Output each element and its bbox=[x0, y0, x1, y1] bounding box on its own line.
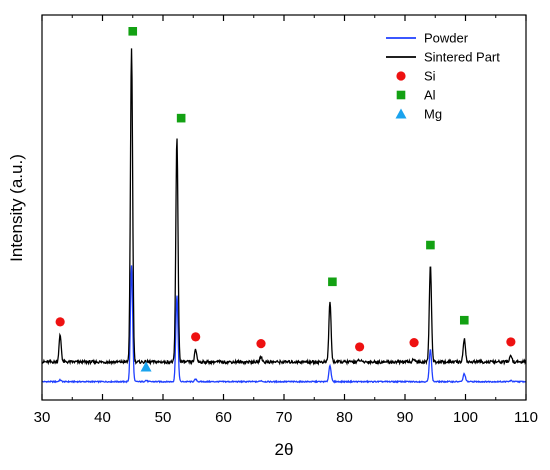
marker-al-3 bbox=[328, 277, 337, 287]
series-line-powder bbox=[42, 265, 526, 384]
y-axis-title: Intensity (a.u.) bbox=[7, 154, 26, 262]
legend-item-mg-swatch bbox=[395, 108, 407, 119]
x-tick-label-60: 60 bbox=[215, 409, 232, 426]
marker-si-5 bbox=[409, 337, 419, 348]
x-tick-label-110: 110 bbox=[514, 409, 538, 426]
x-tick-label-100: 100 bbox=[453, 409, 478, 426]
plot-frame bbox=[41, 14, 527, 401]
legend-item-mg-label: Mg bbox=[424, 107, 442, 122]
marker-al-1 bbox=[128, 27, 138, 36]
marker-si-1 bbox=[55, 317, 65, 327]
x-tick-label-90: 90 bbox=[397, 409, 414, 426]
marker-al-4 bbox=[426, 240, 435, 250]
marker-al-2 bbox=[176, 113, 186, 123]
x-tick-label-50: 50 bbox=[155, 409, 172, 426]
legend-item-al-swatch bbox=[396, 90, 406, 100]
x-tick-label-30: 30 bbox=[34, 409, 51, 426]
legend-item-powder-label: Powder bbox=[424, 31, 469, 46]
x-axis-title: 2θ bbox=[275, 440, 294, 459]
legend-item-sintered-part-label: Sintered Part bbox=[424, 50, 500, 65]
marker-si-3 bbox=[256, 338, 266, 349]
x-tick-label-70: 70 bbox=[276, 409, 293, 426]
marker-mg-1 bbox=[140, 361, 152, 372]
marker-si-6 bbox=[506, 337, 516, 347]
x-tick-label-40: 40 bbox=[94, 409, 111, 426]
marker-al-5 bbox=[459, 315, 469, 325]
marker-si-2 bbox=[191, 332, 201, 342]
marker-si-4 bbox=[355, 342, 365, 352]
legend-item-si-label: Si bbox=[424, 69, 436, 84]
legend-item-al-label: Al bbox=[424, 88, 436, 103]
x-tick-label-80: 80 bbox=[336, 409, 353, 426]
legend-item-si-swatch bbox=[396, 71, 406, 81]
legend: Powder Sintered Part Si Al Mg bbox=[386, 31, 500, 122]
series-line-sintered-part bbox=[42, 48, 526, 366]
